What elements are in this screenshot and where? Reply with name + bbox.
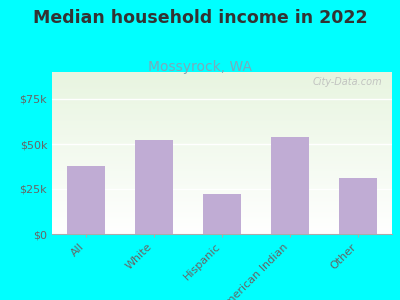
Bar bbox=[203, 194, 241, 234]
Bar bbox=[271, 137, 309, 234]
Text: City-Data.com: City-Data.com bbox=[312, 77, 382, 87]
Bar bbox=[67, 166, 105, 234]
Text: Median household income in 2022: Median household income in 2022 bbox=[33, 9, 367, 27]
Bar bbox=[135, 140, 173, 234]
Text: Mossyrock, WA: Mossyrock, WA bbox=[148, 60, 252, 74]
Bar bbox=[339, 178, 377, 234]
